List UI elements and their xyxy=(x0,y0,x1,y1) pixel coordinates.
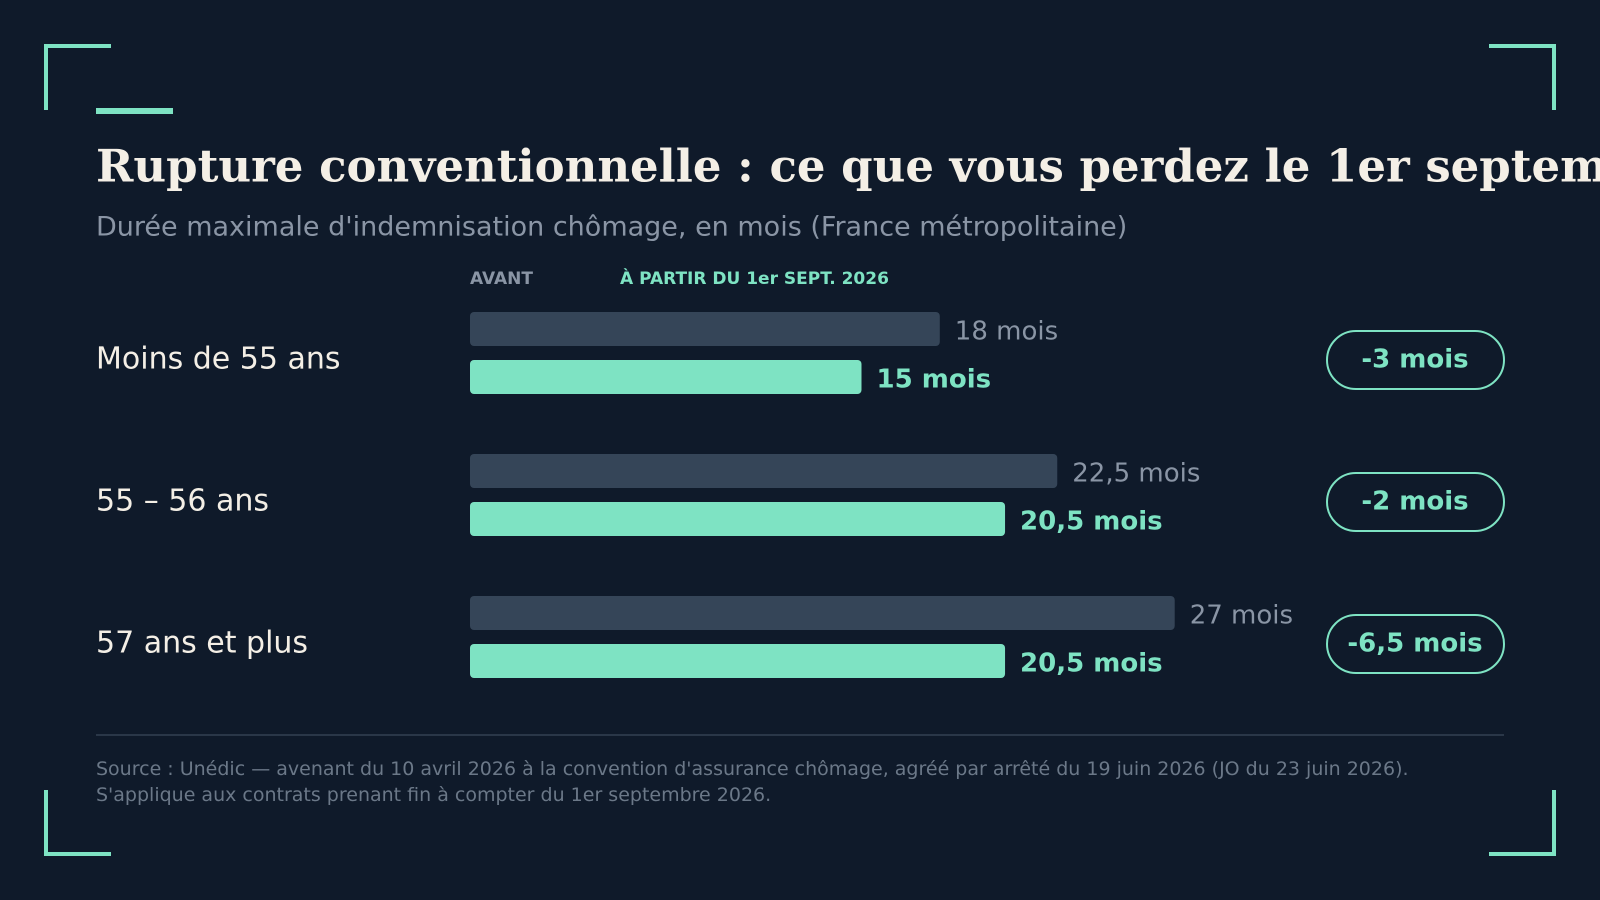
bar xyxy=(470,312,940,346)
chart-title: Rupture conventionnelle : ce que vous pe… xyxy=(96,140,1600,193)
difference-label: -6,5 mois xyxy=(1347,629,1482,659)
legend-label: AVANT xyxy=(470,269,533,289)
source-note: Source : Unédic — avenant du 10 avril 20… xyxy=(96,758,1409,806)
category-label: 57 ans et plus xyxy=(96,626,308,661)
value-label: 20,5 mois xyxy=(1020,649,1163,679)
value-label: 22,5 mois xyxy=(1072,459,1200,489)
category-label: 55 – 56 ans xyxy=(96,484,269,519)
bar xyxy=(470,596,1175,630)
difference-badge xyxy=(1326,614,1505,674)
value-label: 15 mois xyxy=(877,365,992,395)
bar xyxy=(470,502,1006,536)
chart-subtitle: Durée maximale d'indemnisation chômage, … xyxy=(96,212,1127,243)
category-label: Moins de 55 ans xyxy=(96,342,341,377)
difference-label: -2 mois xyxy=(1361,487,1468,517)
value-label: 27 mois xyxy=(1190,601,1293,631)
difference-label: -3 mois xyxy=(1361,345,1468,375)
legend-label: À PARTIR DU 1er SEPT. 2026 xyxy=(620,267,889,289)
value-label: 18 mois xyxy=(955,317,1058,347)
value-label: 20,5 mois xyxy=(1020,507,1163,537)
difference-badge xyxy=(1326,330,1505,390)
corner-brackets xyxy=(44,44,1556,856)
bar xyxy=(470,454,1058,488)
difference-badge xyxy=(1326,472,1505,532)
bar xyxy=(470,644,1006,678)
bar xyxy=(470,360,862,394)
